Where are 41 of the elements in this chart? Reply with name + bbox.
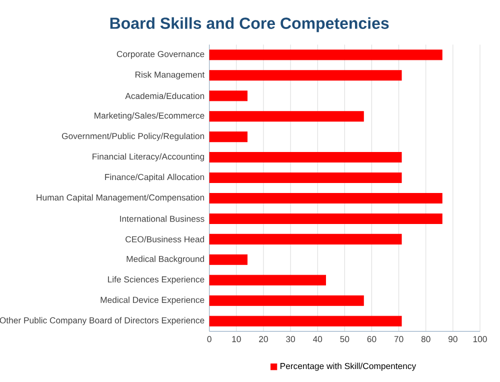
bar (209, 90, 248, 102)
legend-label: Percentage with Skill/Compentency (280, 362, 416, 371)
x-tick-label: 70 (394, 336, 404, 342)
bar (209, 316, 402, 326)
x-tick-label: 80 (421, 336, 430, 342)
bar (209, 254, 248, 265)
x-tick-label: 10 (232, 336, 241, 342)
y-tick-label: Financial Literacy/Accounting (92, 153, 204, 162)
y-tick-label: CEO/Business Head (126, 236, 204, 242)
bar (209, 192, 442, 204)
bar (209, 111, 364, 122)
y-tick-label: Academia/Education (125, 92, 204, 100)
y-tick-label: Marketing/Sales/Ecommerce (94, 112, 204, 120)
y-tick-label: Corporate Governance (116, 50, 204, 59)
bar (209, 295, 364, 306)
x-tick-label: 60 (367, 336, 376, 342)
chart-title: Board Skills and Core Competencies (110, 17, 389, 32)
x-tick-label: 0 (207, 336, 212, 342)
y-tick-label: Other Public Company Board of Directors Experience (0, 317, 204, 326)
y-tick-label: Life Sciences Experience (108, 276, 204, 284)
y-tick-label: Medical Device Experience (100, 296, 204, 305)
bar (209, 132, 248, 142)
y-tick-label: Risk Management (135, 71, 205, 80)
y-tick-label: Human Capital Management/Compensation (36, 194, 204, 202)
x-tick-label: 50 (340, 336, 350, 342)
bar (209, 50, 442, 60)
bar (209, 274, 326, 286)
y-tick-label: Finance/Capital Allocation (105, 174, 204, 182)
x-tick-label: 100 (473, 336, 487, 342)
x-tick-label: 40 (312, 336, 322, 342)
bar (209, 70, 402, 81)
bar (209, 234, 402, 244)
bar (209, 213, 442, 224)
bar (209, 172, 402, 184)
x-tick-label: 30 (286, 336, 296, 342)
y-tick-label: Medical Background (126, 256, 204, 264)
bar (209, 152, 402, 163)
y-tick-label: International Business (120, 216, 204, 222)
x-tick-label: 20 (259, 336, 268, 342)
x-tick-label: 90 (448, 336, 458, 342)
y-tick-label: Government/Public Policy/Regulation (62, 132, 204, 141)
